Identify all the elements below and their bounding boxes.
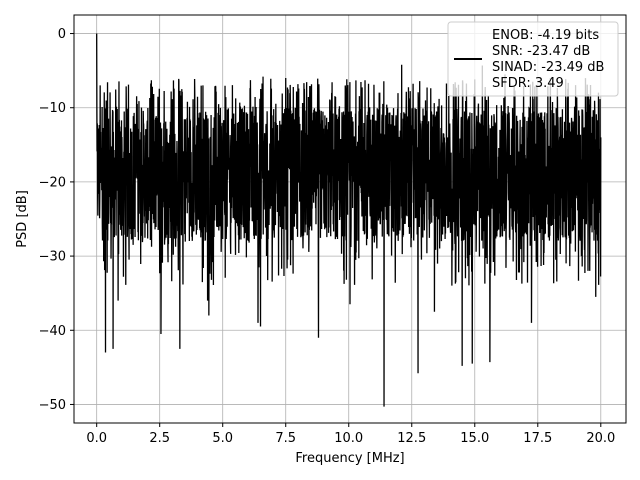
y-axis-label: PSD [dB] <box>15 190 30 248</box>
x-axis-ticks: 0.0 2.5 5.0 7.5 10.0 12.5 15.0 17.5 20.0 <box>86 423 615 446</box>
y-axis-ticks: 0 −10 −20 −30 −40 −50 <box>39 27 74 413</box>
legend-line-text: SFDR: 3.49 <box>492 76 564 91</box>
legend-line-text: ENOB: -4.19 bits <box>492 28 599 43</box>
legend-box <box>447 21 619 97</box>
x-tick-label: 10.0 <box>334 431 363 446</box>
y-tick-label: −30 <box>39 250 66 265</box>
legend-label: ENOB: -4.19 bits SNR: -23.47 dB SINAD: -23… <box>492 28 604 91</box>
legend: ENOB: -4.19 bits SNR: -23.47 dB SINAD: -23… <box>447 21 619 97</box>
x-tick-label: 2.5 <box>149 431 170 446</box>
x-tick-label: 15.0 <box>460 431 489 446</box>
x-tick-label: 17.5 <box>523 431 552 446</box>
y-tick-label: 0 <box>58 27 66 42</box>
y-tick-label: −10 <box>39 101 66 116</box>
y-tick-label: −20 <box>39 175 66 190</box>
psd-trace <box>96 33 602 407</box>
y-tick-label: −50 <box>39 398 66 413</box>
x-tick-label: 5.0 <box>212 431 233 446</box>
x-tick-label: 12.5 <box>397 431 426 446</box>
x-axis-label: Frequency [MHz] <box>295 451 404 466</box>
legend-line-text: SNR: -23.47 dB <box>492 44 590 59</box>
x-tick-label: 0.0 <box>86 431 107 446</box>
y-tick-label: −40 <box>39 324 66 339</box>
x-tick-label: 20.0 <box>586 431 615 446</box>
x-tick-label: 7.5 <box>275 431 296 446</box>
series-psd <box>96 33 602 407</box>
legend-line-text: SINAD: -23.49 dB <box>492 60 604 75</box>
plot-frame <box>73 14 627 424</box>
